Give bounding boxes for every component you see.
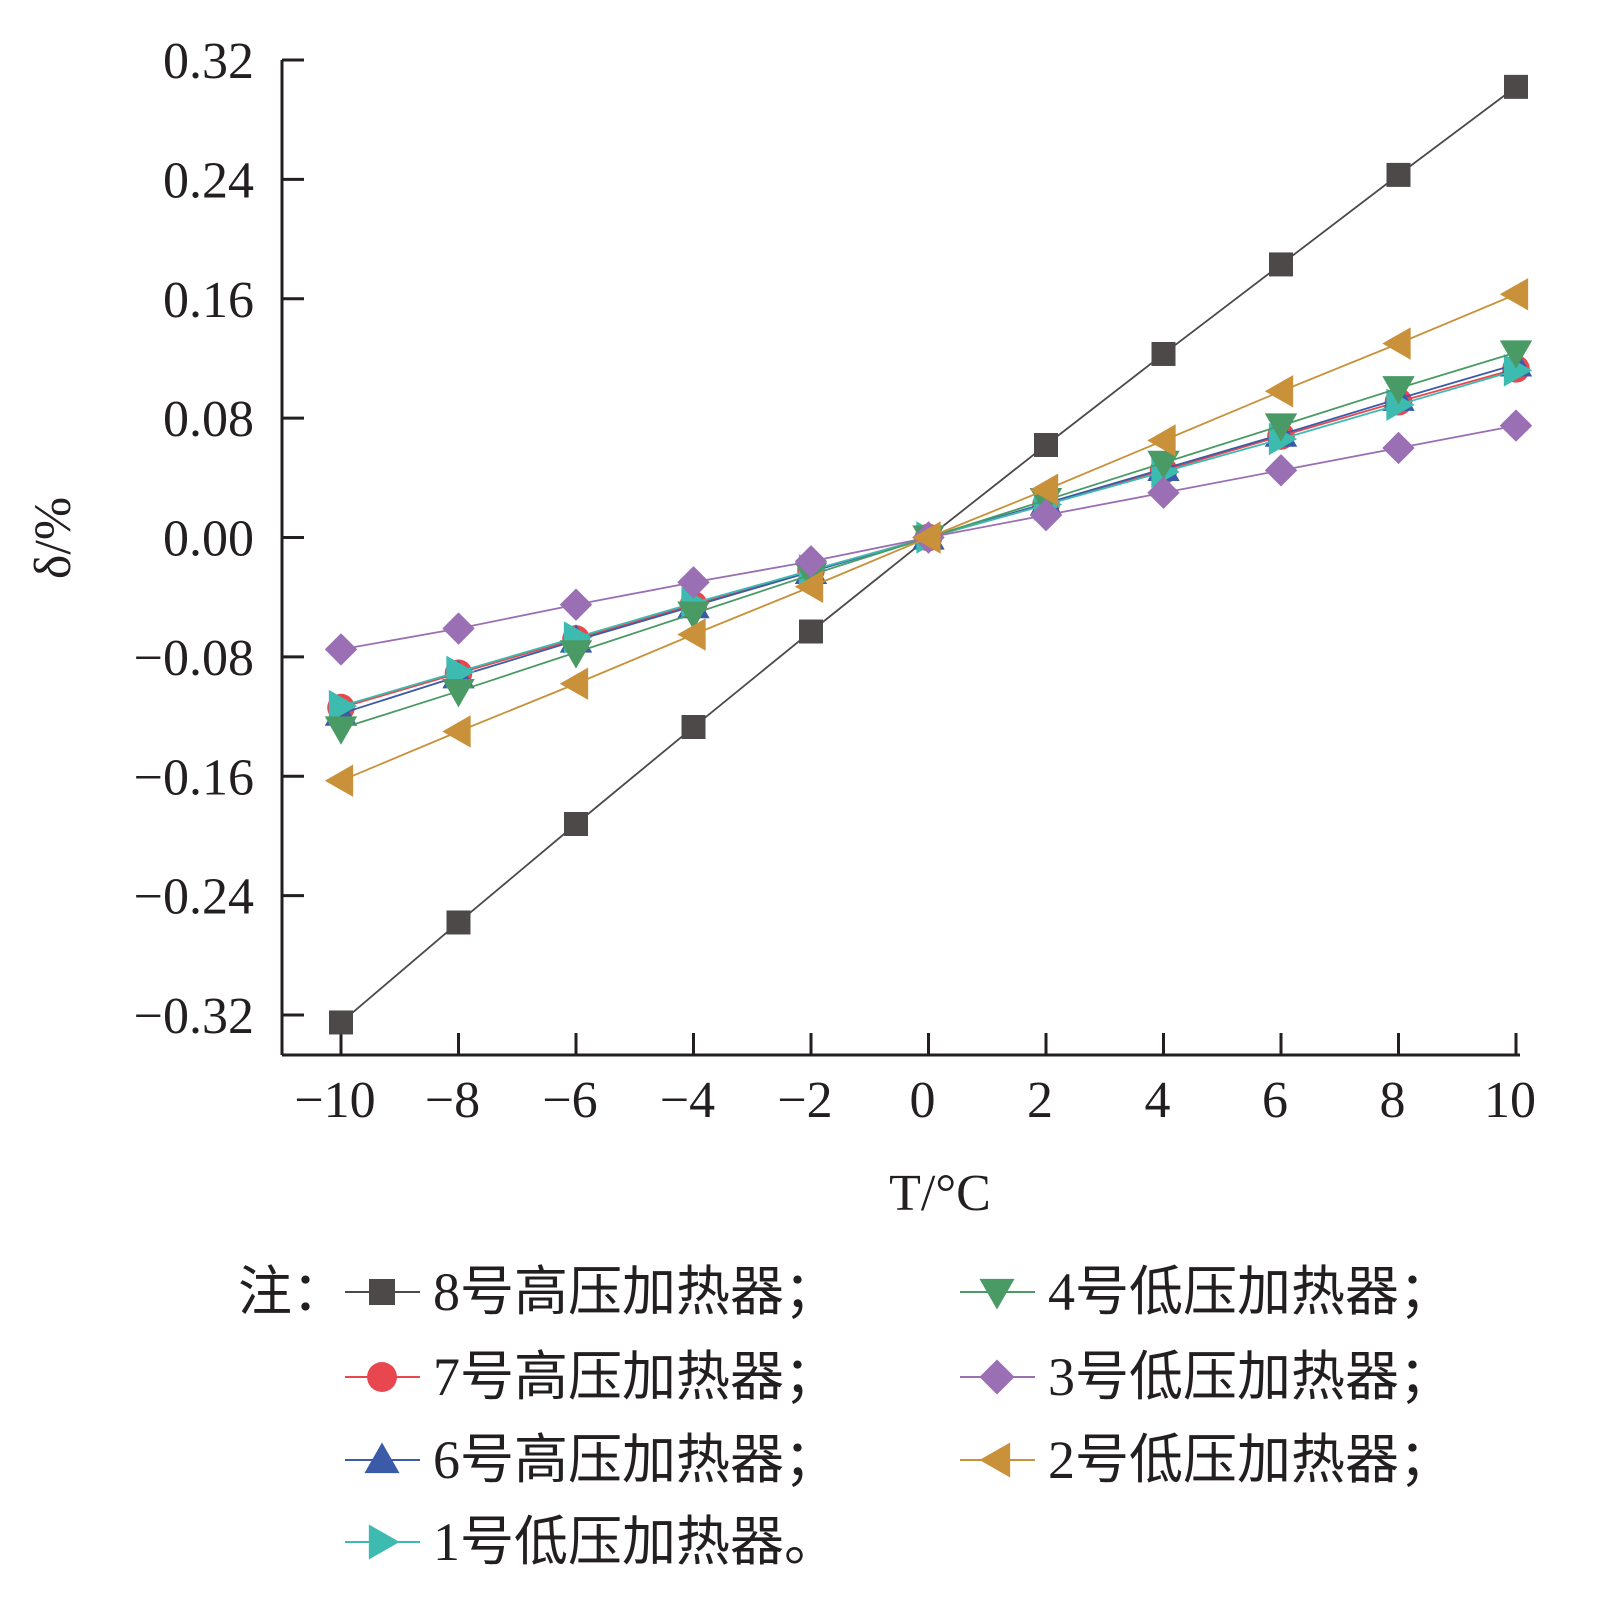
data-point: [1499, 340, 1533, 369]
x-tick-label: −10: [294, 1072, 375, 1129]
data-point: [1503, 354, 1533, 387]
series-line: [340, 86, 1517, 1024]
legend-marker: [367, 1362, 397, 1392]
data-point: [677, 618, 706, 651]
data-point: [446, 910, 471, 935]
data-point: [559, 588, 593, 621]
x-tick-label: 8: [1380, 1072, 1406, 1129]
series-layer: [324, 74, 1533, 1035]
legend-item: 2号低压加热器；: [960, 1430, 1453, 1490]
data-point: [1386, 388, 1415, 421]
x-tick-label: 4: [1145, 1072, 1171, 1129]
y-tick-label: 0.08: [163, 391, 254, 448]
y-tick-label: −0.32: [134, 988, 254, 1045]
x-tick-label: 0: [910, 1072, 936, 1129]
data-point: [442, 715, 471, 748]
data-point: [559, 640, 593, 669]
data-point: [1029, 498, 1063, 532]
y-axis-title: δ/%: [25, 497, 82, 579]
legend-label: 8号高压加热器；: [433, 1262, 838, 1322]
x-tick-label: −2: [777, 1072, 832, 1129]
plot-axes: 0.32 0.24 0.16 0.08 0.00 −0.08 −0.16 −0.24 −0.32…: [134, 33, 1536, 1129]
data-point: [324, 633, 358, 666]
data-point: [1382, 327, 1411, 360]
legend-label: 3号低压加热器；: [1048, 1347, 1453, 1407]
data-point: [794, 570, 824, 603]
data-point: [1147, 424, 1176, 457]
legend-item: 6号高压加热器；: [345, 1430, 838, 1490]
data-point: [1264, 454, 1298, 487]
legend-marker: [368, 1524, 400, 1560]
data-point: [681, 715, 706, 740]
x-axis-title: T/°C: [889, 1165, 991, 1222]
series-1: [329, 74, 1528, 1035]
data-point: [794, 545, 828, 578]
legend-label: 2号低压加热器；: [1048, 1430, 1453, 1490]
data-point: [1382, 431, 1415, 465]
data-point: [799, 619, 823, 644]
data-point: [912, 521, 941, 554]
data-point: [1386, 162, 1411, 187]
data-point: [1147, 450, 1180, 480]
data-point: [1034, 432, 1058, 457]
legend-label: 4号低压加热器；: [1048, 1262, 1453, 1322]
data-point: [442, 612, 475, 645]
legend-prefix: 注：: [238, 1262, 346, 1322]
legend-item: 1号低压加热器。: [345, 1512, 838, 1572]
data-point: [328, 689, 358, 723]
x-tick-label: −8: [425, 1072, 480, 1129]
data-point: [677, 566, 710, 599]
data-point: [1499, 278, 1529, 311]
data-point: [677, 601, 710, 630]
legend: 注： 8号高压加热器； 7号高压加热器； 6号高压加热器； 1号低压加热器。 4号低压加…: [238, 1262, 1453, 1572]
legend-label: 7号高压加热器；: [433, 1347, 838, 1407]
legend-item: 3号低压加热器；: [960, 1347, 1453, 1407]
data-point: [1264, 413, 1298, 442]
data-point: [564, 812, 588, 836]
y-tick-label: 0.16: [163, 272, 254, 329]
x-tick-label: −6: [542, 1072, 597, 1129]
y-tick-label: 0.32: [163, 33, 254, 90]
legend-item: 7号高压加热器；: [345, 1347, 838, 1407]
data-point: [1264, 375, 1294, 408]
legend-label: 1号低压加热器。: [433, 1512, 838, 1572]
legend-label: 6号高压加热器；: [433, 1430, 838, 1490]
legend-marker: [979, 1359, 1015, 1395]
axis-labels: T/°C δ/%: [25, 497, 991, 1222]
legend-item: 8号高压加热器；: [345, 1262, 838, 1322]
legend-marker: [979, 1442, 1011, 1478]
legend-marker: [364, 1442, 400, 1474]
legend-marker: [979, 1278, 1015, 1310]
x-tick-label: −4: [660, 1072, 715, 1129]
data-point: [1504, 74, 1528, 99]
x-tick-label: 10: [1484, 1072, 1536, 1129]
x-tick-label: 2: [1027, 1072, 1053, 1129]
legend-item: 4号低压加热器；: [960, 1262, 1453, 1322]
data-point: [324, 716, 358, 745]
data-point: [559, 667, 589, 700]
data-point: [1499, 409, 1533, 442]
y-tick-label: −0.24: [134, 869, 254, 926]
series-7: [324, 278, 1529, 797]
y-tick-label: 0.00: [163, 511, 254, 568]
x-tick-label: 6: [1262, 1072, 1288, 1129]
data-point: [1147, 476, 1180, 509]
data-point: [1151, 341, 1176, 366]
data-point: [1382, 376, 1415, 405]
data-point: [1029, 473, 1059, 506]
y-tick-label: 0.24: [163, 152, 254, 209]
legend-marker: [369, 1279, 395, 1305]
data-point: [1269, 252, 1293, 277]
y-tick-label: −0.16: [134, 749, 254, 806]
y-tick-label: −0.08: [134, 630, 254, 687]
data-point: [442, 679, 475, 708]
data-point: [329, 1010, 353, 1035]
data-point: [324, 764, 354, 797]
